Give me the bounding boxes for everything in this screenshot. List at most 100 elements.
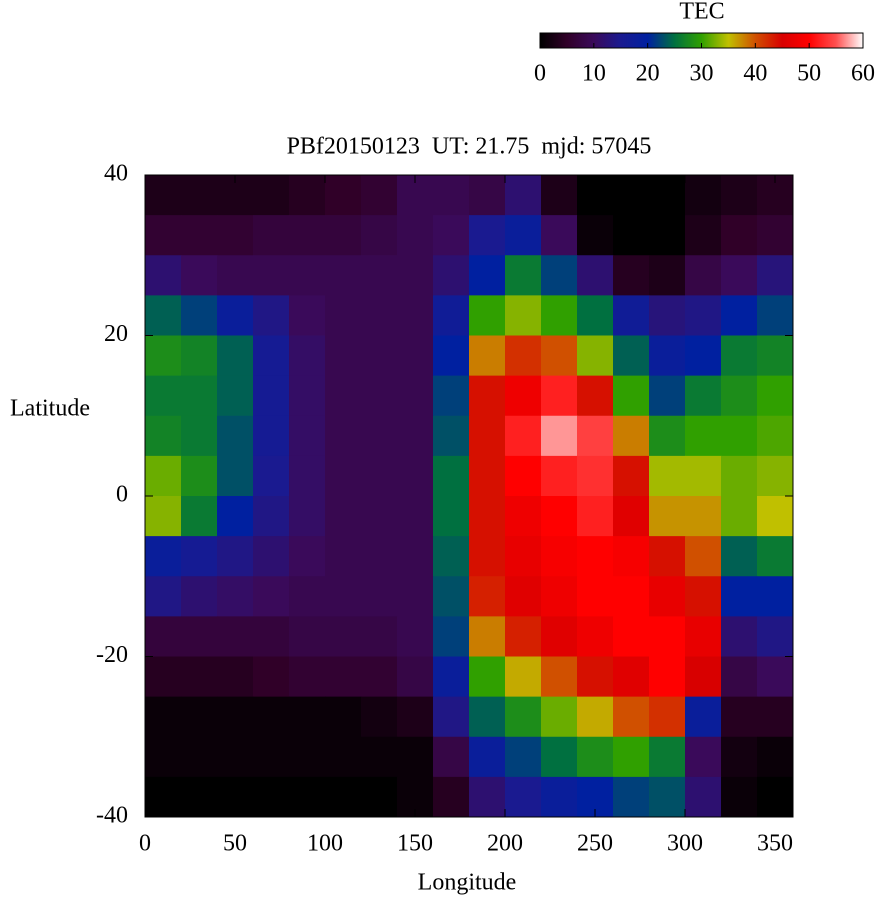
heat-cell	[613, 496, 650, 537]
heat-cell	[361, 616, 398, 657]
heat-cell	[721, 496, 758, 537]
heat-cell	[253, 536, 290, 577]
heat-cell	[397, 496, 434, 537]
heat-cell	[541, 736, 578, 778]
heat-cell	[505, 215, 542, 256]
heat-cell	[505, 656, 542, 698]
heat-cell	[685, 616, 722, 657]
heat-cell	[469, 295, 506, 336]
heat-cell	[613, 536, 650, 577]
heat-cell	[685, 415, 722, 457]
heat-cell	[361, 335, 398, 377]
heat-cell	[649, 375, 686, 417]
heat-cell	[397, 295, 434, 336]
heat-cell	[649, 335, 686, 377]
heat-cell	[145, 255, 182, 296]
heat-cell	[253, 175, 290, 216]
heat-cell	[757, 215, 794, 256]
heat-cell	[289, 776, 326, 818]
heat-cell	[505, 415, 542, 457]
heat-cell	[181, 335, 218, 377]
heat-cell	[253, 415, 290, 457]
heat-cell	[217, 415, 254, 457]
heat-cell	[217, 736, 254, 778]
heat-cell	[757, 576, 794, 617]
heat-cell	[397, 696, 434, 738]
heat-cell	[325, 536, 362, 577]
heat-cell	[361, 696, 398, 738]
heat-cell	[181, 255, 218, 296]
heat-cell	[181, 375, 218, 417]
heat-cell	[397, 736, 434, 778]
heat-cell	[721, 736, 758, 778]
heat-cell	[577, 255, 614, 296]
heat-cell	[649, 736, 686, 778]
heat-cell	[289, 255, 326, 296]
heat-cell	[325, 696, 362, 738]
heat-cell	[541, 295, 578, 336]
heat-cell	[289, 335, 326, 377]
heat-cell	[433, 175, 470, 216]
heat-cell	[289, 536, 326, 577]
heat-cell	[253, 776, 290, 818]
heat-cell	[757, 536, 794, 577]
heat-cell	[613, 295, 650, 336]
heat-cell	[253, 496, 290, 537]
heat-cell	[361, 175, 398, 216]
y-tick-label: 20	[104, 321, 128, 347]
heat-cell	[685, 656, 722, 698]
heat-cell	[145, 736, 182, 778]
heat-cell	[721, 696, 758, 738]
heat-cell	[649, 455, 686, 497]
heat-cell	[397, 215, 434, 256]
heat-cell	[289, 295, 326, 336]
heat-cell	[469, 215, 506, 256]
heat-cell	[541, 255, 578, 296]
heat-cell	[433, 616, 470, 657]
heat-cell	[577, 335, 614, 377]
colorbar-tick-label: 0	[534, 61, 546, 87]
heat-cell	[613, 455, 650, 497]
x-tick-label: 300	[667, 831, 703, 857]
heat-cell	[505, 616, 542, 657]
heat-cell	[181, 415, 218, 457]
heat-cell	[397, 455, 434, 497]
heat-cell	[541, 776, 578, 818]
heat-cell	[757, 295, 794, 336]
heat-cell	[613, 576, 650, 617]
heat-cell	[541, 616, 578, 657]
heat-cell	[469, 696, 506, 738]
heat-cell	[325, 295, 362, 336]
colorbar-label: TEC	[679, 0, 724, 25]
heat-cell	[541, 656, 578, 698]
heat-cell	[145, 536, 182, 577]
heat-cell	[613, 335, 650, 377]
heat-cell	[469, 175, 506, 216]
heat-cell	[181, 215, 218, 256]
heat-cell	[397, 335, 434, 377]
heat-cell	[505, 536, 542, 577]
heat-cell	[181, 656, 218, 698]
heat-cell	[541, 375, 578, 417]
heat-cell	[289, 375, 326, 417]
heat-cell	[613, 736, 650, 778]
heat-cell	[685, 536, 722, 577]
heat-cell	[181, 175, 218, 216]
x-tick-label: 200	[487, 831, 523, 857]
heat-cell	[469, 656, 506, 698]
heat-cell	[469, 536, 506, 577]
heat-cell	[685, 175, 722, 216]
heat-cell	[325, 255, 362, 296]
heat-cell	[685, 295, 722, 336]
heat-cell	[505, 776, 542, 818]
heat-cell	[253, 576, 290, 617]
heat-cell	[613, 215, 650, 256]
heat-cell	[253, 255, 290, 296]
heat-cell	[577, 215, 614, 256]
x-axis-label: Longitude	[418, 870, 517, 896]
heat-cell	[757, 696, 794, 738]
heat-cell	[469, 255, 506, 296]
x-tick-label: 350	[757, 831, 793, 857]
heat-cell	[361, 656, 398, 698]
